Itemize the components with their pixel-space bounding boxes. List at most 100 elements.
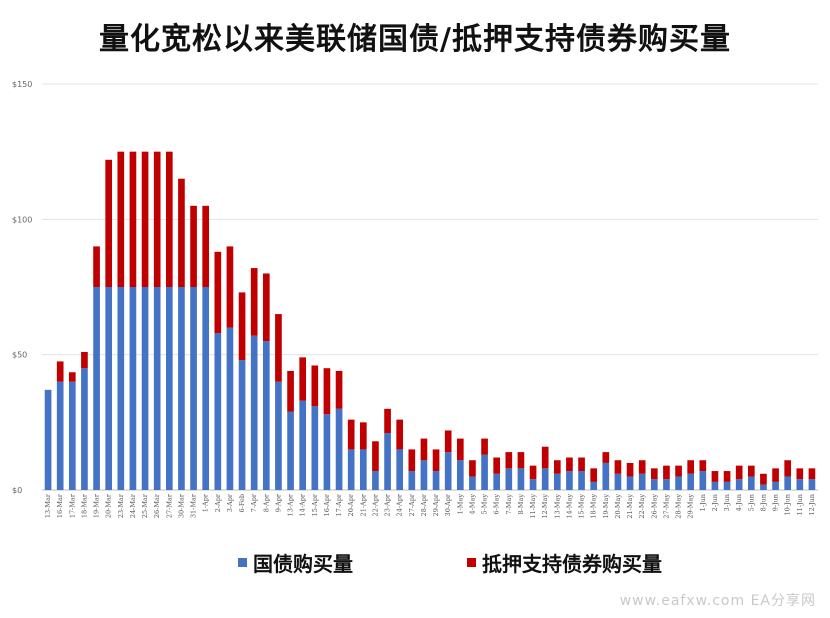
x-tick-label: 17-Mar <box>68 493 76 518</box>
bar-treasury <box>784 476 792 490</box>
bar-mbs <box>408 449 416 472</box>
bar-treasury <box>347 449 355 490</box>
bar-mbs <box>202 205 210 287</box>
x-tick-label: 2-Apr <box>214 493 222 512</box>
bar-mbs <box>444 430 452 453</box>
bar-treasury <box>81 368 88 490</box>
bar-treasury <box>723 481 731 490</box>
x-tick-label: 3-Jun <box>723 494 731 511</box>
bar-treasury <box>44 389 52 490</box>
x-tick-label: 15-Apr <box>311 493 319 516</box>
bar-treasury <box>432 471 440 490</box>
y-tick-label: $50 <box>12 351 27 360</box>
bar-treasury <box>808 479 816 490</box>
bar-mbs <box>638 460 646 474</box>
bar-treasury <box>711 481 719 490</box>
bar-treasury <box>590 481 598 490</box>
x-tick-label: 27-May <box>662 494 670 519</box>
bar-mbs <box>81 351 88 369</box>
bar-mbs <box>335 370 343 409</box>
bar-treasury <box>553 473 561 490</box>
bar-mbs <box>323 368 331 415</box>
bar-mbs <box>190 205 197 287</box>
x-tick-label: 1-May <box>456 494 464 515</box>
bar-mbs <box>469 460 476 477</box>
bar-treasury <box>105 287 113 490</box>
bar-treasury <box>117 287 125 490</box>
x-tick-label: 30-Apr <box>444 493 452 516</box>
bar-treasury <box>129 287 137 490</box>
bar-mbs <box>566 457 573 472</box>
x-tick-label: 7-May <box>505 494 513 515</box>
bar-mbs <box>105 159 113 287</box>
legend-label-treasury: 国债购买量 <box>253 552 353 576</box>
y-axis-ticks: $0 $50 $100 $150 <box>12 80 32 495</box>
x-tick-label: 2-Jun <box>711 494 719 511</box>
bar-treasury <box>262 341 270 490</box>
bar-mbs <box>117 151 125 287</box>
bar-mbs <box>760 473 767 485</box>
bar-mbs <box>238 292 246 361</box>
y-tick-label: $0 <box>12 486 22 495</box>
x-tick-label: 21-Apr <box>359 493 367 516</box>
x-tick-label: 9-Jun <box>772 494 780 511</box>
bar-treasury <box>56 381 64 490</box>
bar-mbs <box>226 246 234 328</box>
bar-treasury <box>493 473 501 490</box>
bar-mbs <box>553 460 561 474</box>
watermark: www.eafxw.com EA分享网 <box>619 593 816 609</box>
x-tick-label: 16-Mar <box>56 493 64 518</box>
bar-treasury <box>141 287 149 490</box>
bar-mbs <box>347 419 355 450</box>
bar-mbs <box>735 465 743 480</box>
bar-mbs <box>650 468 658 480</box>
bar-treasury <box>578 471 585 490</box>
bar-treasury <box>735 479 743 490</box>
bar-mbs <box>165 151 173 287</box>
x-tick-label: 22-May <box>638 494 646 519</box>
x-tick-label: 18-May <box>590 494 598 519</box>
bar-treasury <box>650 479 658 490</box>
bar-treasury <box>238 360 246 490</box>
x-tick-label: 24-Apr <box>396 493 404 516</box>
bar-mbs <box>396 419 404 450</box>
bar-mbs <box>699 460 707 472</box>
bar-mbs <box>602 452 610 463</box>
bar-treasury <box>178 287 185 490</box>
x-tick-label: 20-May <box>614 494 622 519</box>
bar-treasury <box>396 449 404 490</box>
bar-mbs <box>517 452 525 469</box>
x-tick-label: 11-May <box>529 494 537 519</box>
bar-mbs <box>456 438 464 461</box>
bar-mbs <box>384 408 391 434</box>
x-tick-label: 12-May <box>541 494 549 519</box>
bar-treasury <box>275 381 282 490</box>
legend-item-treasury: 国债购买量 <box>238 548 353 577</box>
bar-mbs <box>529 465 537 480</box>
bar-treasury <box>517 468 525 490</box>
bar-treasury <box>311 406 319 490</box>
bar-mbs <box>505 452 513 469</box>
bar-mbs <box>262 273 270 342</box>
bar-treasury <box>772 481 779 490</box>
bar-treasury <box>165 287 173 490</box>
bar-mbs <box>784 460 792 477</box>
bar-mbs <box>432 449 440 472</box>
x-tick-label: 17-Apr <box>335 493 343 516</box>
bar-mbs <box>747 465 755 477</box>
bar-mbs <box>153 151 161 287</box>
bar-mbs <box>675 465 682 477</box>
x-axis-ticks: 13-Mar 16-Mar 17-Mar 18-Mar 19-Mar 20-Mar 23-M… <box>44 493 816 519</box>
x-tick-label: 11-Jun <box>796 494 804 515</box>
bar-mbs <box>723 471 731 482</box>
bar-treasury <box>481 454 488 490</box>
bar-mbs <box>626 462 634 477</box>
x-tick-label: 28-Apr <box>420 493 428 516</box>
x-tick-label: 18-Mar <box>80 493 88 518</box>
bar-mbs <box>772 468 779 482</box>
x-tick-label: 30-Mar <box>177 493 185 518</box>
bars <box>44 151 816 490</box>
x-tick-label: 14-Apr <box>299 493 307 516</box>
bar-mbs <box>796 468 804 480</box>
